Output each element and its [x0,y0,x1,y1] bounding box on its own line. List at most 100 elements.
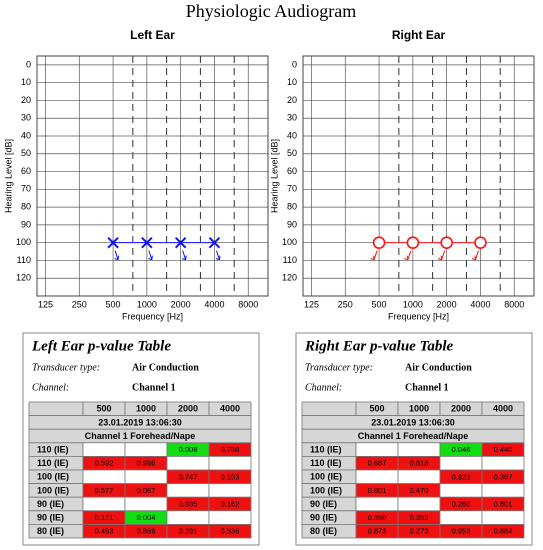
p-value: 0.687 [368,459,387,468]
row-label: 100 (IE) [310,485,342,495]
p-value: 0.884 [494,527,513,536]
p-value: 0.046 [452,445,471,454]
row-label: 90 (IE) [310,512,337,522]
y-tick-label: 0 [26,59,31,69]
row-label: 110 (IE) [37,458,69,468]
y-tick-label: 120 [16,273,31,283]
p-value: 0.350 [368,513,387,522]
y-tick-label: 80 [287,201,297,211]
p-value: 0.367 [494,472,513,481]
no-response-arrow [404,250,412,261]
y-tick-label: 60 [21,166,31,176]
x-axis-label: Frequency [Hz] [122,311,183,321]
column-header: 1000 [409,404,429,414]
x-tick-label: 4000 [204,299,224,309]
p-value: 0.162 [221,499,240,508]
p-value: 0.171 [95,513,114,522]
p-value: 0.577 [95,486,114,495]
p-value-cell [481,524,525,539]
y-tick-label: 90 [21,219,31,229]
column-header: 500 [96,404,111,414]
p-value-cell [82,442,126,457]
y-tick-label: 50 [287,148,297,158]
marker-o [406,236,420,249]
p-value-cell [82,496,126,512]
date-label: 23.01.2019 13:06:30 [98,417,182,427]
x-tick-label: 2000 [437,299,457,309]
p-value-cell [208,510,252,525]
y-tick-label: 70 [287,184,297,194]
field-value: Air Conduction [132,362,199,373]
marker-o [372,236,386,249]
p-value: 0.067 [137,486,156,495]
x-tick-label: 250 [72,299,87,309]
x-tick-label: 1000 [403,299,423,309]
p-value-cell [355,442,399,457]
y-tick-label: 10 [287,77,297,87]
p-value: 0.923 [452,472,471,481]
field-label: Channel: [32,382,69,393]
x-tick-label: 125 [304,299,319,309]
y-tick-label: 120 [282,273,297,283]
row-label: 90 (IE) [37,512,64,522]
p-value: 0.153 [221,472,240,481]
p-value-cell [355,469,399,485]
p-value-cell [124,469,168,485]
field-value: Air Conduction [405,362,472,373]
y-tick-label: 0 [292,59,297,69]
p-value-cell [208,483,252,498]
y-tick-label: 50 [21,148,31,158]
row-label: 110 (IE) [37,444,69,454]
p-value-cell [124,496,168,512]
marker-x [174,236,187,249]
p-value: 0.818 [410,459,429,468]
y-axis-label: Hearing Level [dB] [269,139,279,213]
p-value: 0.592 [95,459,114,468]
p-value-cell [439,483,483,498]
marker-o [474,236,487,249]
p-value-cell [439,510,483,525]
x-axis-label: Frequency [Hz] [388,311,449,321]
row-label: 100 (IE) [37,472,69,482]
y-tick-label: 20 [21,95,31,105]
row-label: 90 (IE) [37,499,64,509]
y-axis-label: Hearing Level [dB] [3,139,13,213]
column-header: 500 [369,404,384,414]
p-value-cell [439,455,483,471]
p-value-cell [166,510,210,525]
p-value: 0.260 [452,499,471,508]
y-tick-label: 40 [21,130,31,140]
p-value-cell [481,483,525,498]
y-tick-label: 90 [287,219,297,229]
y-tick-label: 100 [16,237,31,247]
row-label: 80 (IE) [310,526,337,536]
table-title: Right Ear p-value Table [304,338,454,354]
chart-title: Right Ear [392,28,446,42]
p-value: 0.008 [179,445,198,454]
p-value: 0.758 [221,445,240,454]
chart-title: Left Ear [130,28,175,42]
p-value-cell [208,524,252,539]
p-value: 0.873 [368,527,387,536]
p-value: 0.352 [410,513,429,522]
row-label: 90 (IE) [310,499,337,509]
x-tick-label: 500 [106,299,121,309]
p-value: 0.747 [179,472,198,481]
header-cell [28,401,84,417]
y-tick-label: 20 [287,95,297,105]
field-value: Channel 1 [132,382,176,393]
p-value-cell [166,483,210,498]
row-label: 110 (IE) [310,458,342,468]
p-value-cell [397,496,441,512]
p-value: 0.004 [137,513,156,522]
p-value: 0.493 [95,527,114,536]
p-value-cell [397,469,441,485]
field-value: Channel 1 [405,382,449,393]
field-label: Transducer type: [32,362,100,373]
column-header: 1000 [136,404,156,414]
x-tick-label: 125 [38,299,53,309]
x-tick-label: 1000 [137,299,157,309]
marker-x [208,236,221,249]
y-tick-label: 110 [17,255,31,265]
